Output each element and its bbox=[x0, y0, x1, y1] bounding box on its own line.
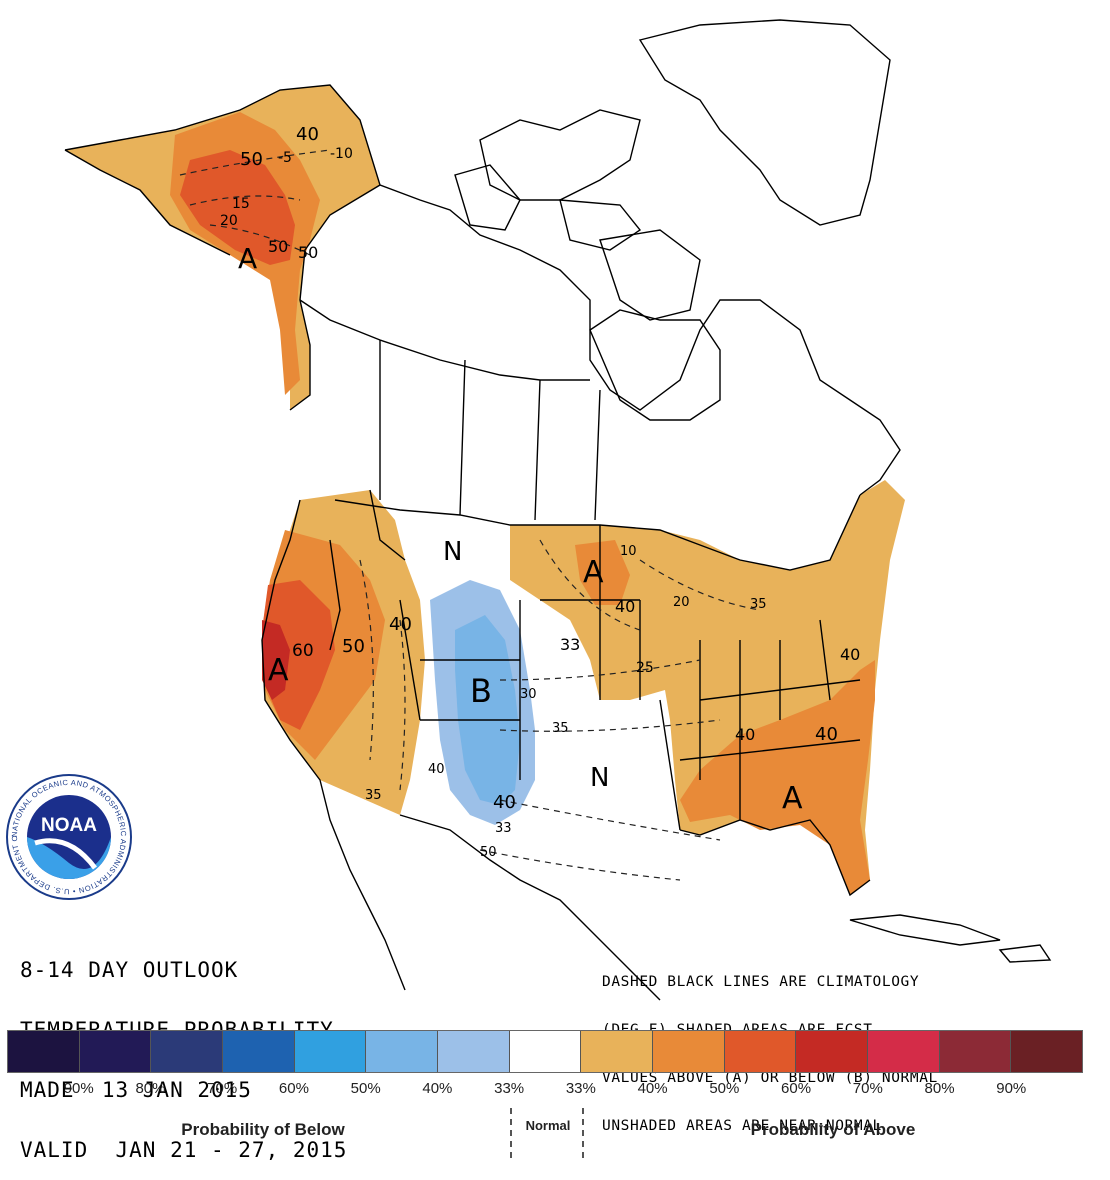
svg-text:30: 30 bbox=[520, 687, 537, 702]
legend-normal-label: Normal bbox=[525, 1118, 571, 1133]
legend-tick-4: 50% bbox=[350, 1080, 381, 1097]
svg-text:35: 35 bbox=[750, 597, 767, 612]
alaska-above-60 bbox=[180, 150, 295, 265]
svg-text:50: 50 bbox=[480, 845, 497, 860]
legend-swatch-6 bbox=[438, 1031, 510, 1072]
legend-swatch-5 bbox=[366, 1031, 439, 1072]
noaa-logo: NATIONAL OCEANIC AND ATMOSPHERIC ADMINIS… bbox=[5, 773, 132, 900]
legend-swatch-11 bbox=[796, 1031, 869, 1072]
svg-text:50: 50 bbox=[298, 243, 318, 262]
legend-swatch-1 bbox=[79, 1031, 152, 1072]
mn-letter-a: A bbox=[583, 555, 604, 590]
legend-tick-8: 40% bbox=[637, 1080, 668, 1097]
legend-tick-6: 33% bbox=[494, 1080, 525, 1097]
svg-text:35: 35 bbox=[365, 788, 382, 803]
legend-swatch-4 bbox=[294, 1031, 367, 1072]
shaded-areas bbox=[65, 85, 905, 895]
boundaries bbox=[64, 19, 1052, 1001]
svg-text:40: 40 bbox=[840, 645, 860, 664]
central-below-40 bbox=[455, 615, 520, 805]
legend-divider-right bbox=[582, 1108, 584, 1158]
legend-tick-9: 50% bbox=[709, 1080, 740, 1097]
outlook-title: 8-14 DAY OUTLOOK bbox=[20, 958, 239, 982]
svg-text:40: 40 bbox=[615, 597, 635, 616]
svg-text:35: 35 bbox=[552, 721, 569, 736]
north-letter-n: N bbox=[443, 537, 462, 567]
legend-swatch-13 bbox=[939, 1031, 1012, 1072]
legend-swatch-12 bbox=[868, 1031, 940, 1072]
svg-text:50: 50 bbox=[268, 237, 288, 256]
legend-swatch-0 bbox=[8, 1031, 80, 1072]
outlook-made-date: MADE 13 JAN 2015 bbox=[20, 1078, 252, 1102]
svg-text:40: 40 bbox=[493, 792, 516, 813]
legend-tick-5: 40% bbox=[422, 1080, 453, 1097]
svg-text:-10: -10 bbox=[330, 146, 353, 162]
legend-tick-10: 60% bbox=[781, 1080, 812, 1097]
legend-swatch-3 bbox=[223, 1031, 295, 1072]
outlook-map: A A A A B N N 40 50 -5 -10 15 20 50 50 6… bbox=[64, 19, 1052, 1001]
legend-tick-0: 90% bbox=[63, 1080, 94, 1097]
legend-swatch-2 bbox=[151, 1031, 224, 1072]
svg-text:25: 25 bbox=[636, 660, 654, 676]
svg-text:40: 40 bbox=[296, 124, 319, 145]
legend-swatch-14 bbox=[1011, 1031, 1083, 1072]
svg-text:33: 33 bbox=[495, 821, 512, 836]
svg-text:50: 50 bbox=[240, 149, 263, 170]
legend-swatch-8 bbox=[581, 1031, 654, 1072]
legend-swatch-7 bbox=[509, 1031, 582, 1072]
noaa-logo-text: NOAA bbox=[41, 815, 97, 836]
se-letter-a: A bbox=[782, 781, 803, 816]
climatology-lines bbox=[179, 149, 761, 881]
legend-tick-3: 60% bbox=[278, 1080, 309, 1097]
mn-above-40 bbox=[575, 540, 630, 605]
legend-divider-left bbox=[510, 1108, 512, 1158]
legend-tick-7: 33% bbox=[565, 1080, 596, 1097]
legend-color-bar bbox=[7, 1030, 1083, 1073]
legend-tick-1: 80% bbox=[135, 1080, 166, 1097]
west-letter-a: A bbox=[268, 653, 289, 688]
note-line-4: UNSHADED AREAS ARE NEAR-NORMAL bbox=[602, 1118, 882, 1134]
svg-text:10: 10 bbox=[620, 544, 637, 559]
map-text: A A A A B N N 40 50 -5 -10 15 20 50 50 6… bbox=[220, 124, 860, 860]
legend-below-label: Probability of Below bbox=[181, 1120, 345, 1139]
outlook-valid-dates: VALID JAN 21 - 27, 2015 bbox=[20, 1138, 348, 1162]
legend-tick-13: 90% bbox=[996, 1080, 1027, 1097]
svg-text:20: 20 bbox=[220, 213, 238, 229]
legend-above-label: Probability of Above bbox=[750, 1120, 916, 1139]
legend-tick-12: 80% bbox=[924, 1080, 955, 1097]
svg-text:50: 50 bbox=[342, 636, 365, 657]
svg-text:40: 40 bbox=[428, 762, 445, 777]
svg-text:-5: -5 bbox=[278, 150, 292, 166]
se-above-40 bbox=[680, 660, 875, 895]
west-above-70 bbox=[262, 620, 290, 700]
svg-text:40: 40 bbox=[389, 614, 412, 635]
legend-tick-2: 70% bbox=[207, 1080, 238, 1097]
central-letter-b: B bbox=[470, 672, 492, 710]
legend-swatch-9 bbox=[653, 1031, 725, 1072]
svg-text:60: 60 bbox=[292, 641, 314, 661]
svg-text:33: 33 bbox=[560, 635, 580, 654]
note-line-3: VALUES ABOVE (A) OR BELOW (B) NORMAL bbox=[602, 1070, 938, 1086]
legend-tick-11: 70% bbox=[852, 1080, 883, 1097]
svg-text:40: 40 bbox=[815, 724, 838, 745]
south-letter-n: N bbox=[590, 763, 609, 793]
svg-text:20: 20 bbox=[673, 595, 690, 610]
svg-text:40: 40 bbox=[735, 725, 755, 744]
legend-swatch-10 bbox=[724, 1031, 797, 1072]
alaska-letter-a: A bbox=[238, 242, 257, 275]
svg-text:15: 15 bbox=[232, 196, 250, 212]
note-line-1: DASHED BLACK LINES ARE CLIMATOLOGY bbox=[602, 974, 920, 990]
